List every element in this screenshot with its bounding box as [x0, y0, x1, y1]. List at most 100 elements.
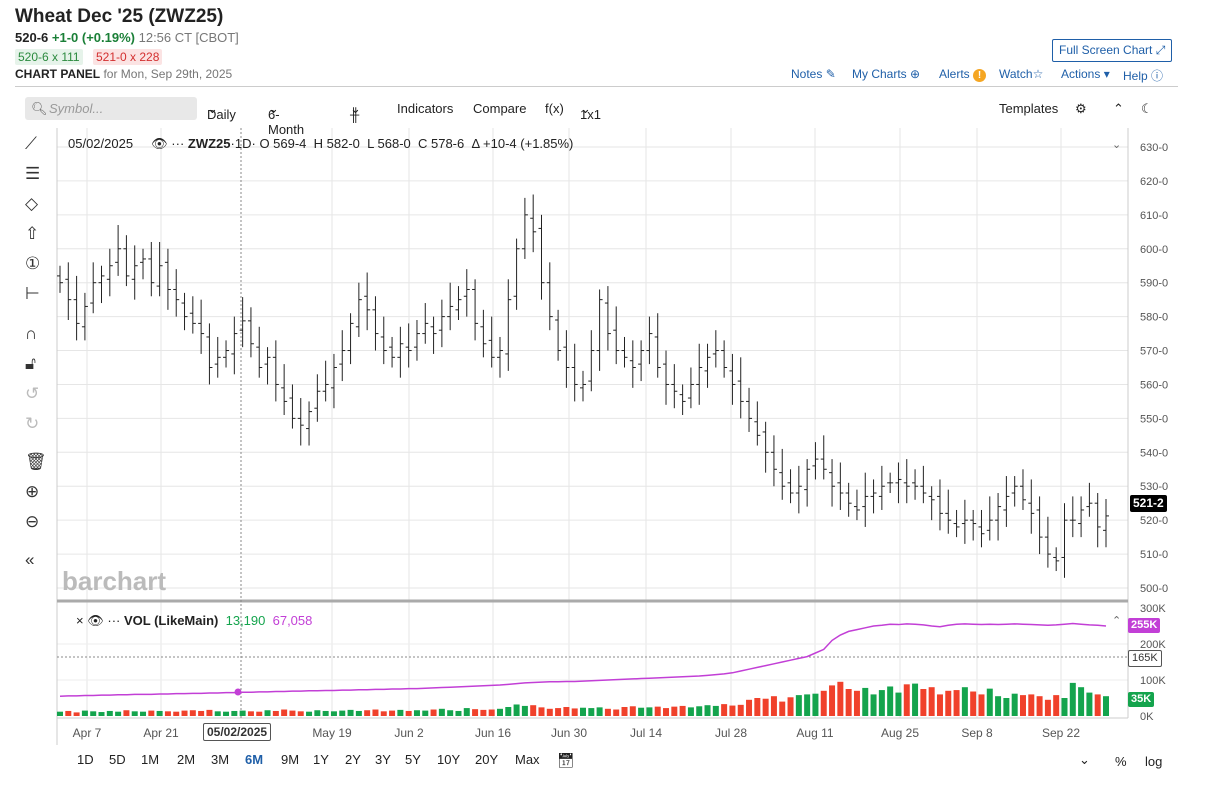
- close-icon[interactable]: ×: [76, 613, 84, 628]
- ohlc-bar: [1094, 493, 1101, 548]
- arrow-tool-icon[interactable]: ⇧: [25, 224, 40, 243]
- quote-time: 12:56 CT [CBOT]: [138, 30, 239, 45]
- compare-button[interactable]: Compare: [473, 101, 527, 116]
- indicators-button[interactable]: Indicators: [397, 101, 454, 116]
- ohlc-bar: [961, 499, 968, 544]
- price-tick-label: 560-0: [1140, 379, 1168, 391]
- watch-link[interactable]: Watch☆: [999, 67, 1043, 81]
- ohlc-bar: [995, 493, 1002, 541]
- volume-bar: [928, 687, 935, 716]
- percent-scale-toggle[interactable]: %: [1115, 754, 1127, 769]
- range-button-10y[interactable]: 10Y: [437, 752, 461, 767]
- eye-icon[interactable]: 👁︎: [87, 613, 104, 628]
- collapse-toolbar-icon[interactable]: «: [25, 550, 35, 569]
- volume-bar: [355, 710, 362, 716]
- trash-icon[interactable]: 🗑︎: [25, 452, 47, 471]
- layout-dropdown[interactable]: 1x1 ⌄: [580, 101, 601, 122]
- range-button-20y[interactable]: 20Y: [475, 752, 499, 767]
- range-button-5y[interactable]: 5Y: [405, 752, 421, 767]
- more-icon[interactable]: ···: [171, 136, 185, 151]
- more-icon[interactable]: ···: [107, 613, 121, 628]
- volume-bar: [405, 710, 412, 716]
- templates-button[interactable]: Templates: [999, 101, 1059, 116]
- redo-icon[interactable]: ↻: [25, 414, 40, 433]
- ohlc-bar: [687, 367, 694, 409]
- date-tick-label: Aug 25: [881, 726, 919, 740]
- ohlc-bar: [90, 262, 97, 314]
- range-button-6m[interactable]: 6M: [245, 752, 264, 767]
- ohlc-bar: [829, 459, 836, 507]
- alerts-link[interactable]: Alerts !: [939, 67, 987, 82]
- ohlc-bar: [430, 316, 437, 354]
- range-button-5d[interactable]: 5D: [109, 752, 126, 767]
- volume-bar: [389, 710, 396, 716]
- annotation-tool-icon[interactable]: ①: [25, 254, 41, 273]
- fibonacci-tool-icon[interactable]: ☰: [25, 164, 41, 183]
- volume-bar: [820, 690, 827, 716]
- full-screen-chart-button[interactable]: Full Screen Chart ⤢: [1052, 39, 1173, 62]
- help-link[interactable]: Help ⓘ: [1123, 67, 1163, 84]
- range-dropdown[interactable]: 6-Month ⌄: [268, 101, 305, 137]
- volume-bar: [65, 710, 72, 716]
- interval-dropdown[interactable]: Daily ⌄: [207, 101, 236, 122]
- zoom-out-icon[interactable]: ⊖: [25, 512, 40, 531]
- undo-icon[interactable]: ↺: [25, 384, 40, 403]
- volume-bar: [804, 694, 811, 716]
- volume-bar: [795, 695, 802, 716]
- calendar-icon[interactable]: 📅︎: [557, 752, 575, 768]
- volume-bar: [920, 689, 927, 716]
- ohlc-bar: [737, 357, 744, 419]
- range-button-9m[interactable]: 9M: [281, 752, 300, 767]
- eye-icon[interactable]: 👁︎: [151, 136, 168, 151]
- volume-bar: [646, 707, 653, 716]
- chart-type-dropdown[interactable]: ╫ ⌄: [350, 101, 361, 122]
- range-button-1y[interactable]: 1Y: [313, 752, 329, 767]
- log-scale-toggle[interactable]: log: [1145, 754, 1163, 769]
- watch-label: Watch: [999, 67, 1033, 81]
- measure-tool-icon[interactable]: ⊢: [25, 284, 40, 303]
- last-price: 520-6: [15, 30, 49, 45]
- ohlc-bar: [413, 320, 420, 361]
- ohlc-bar: [1036, 496, 1043, 555]
- volume-bar: [181, 710, 188, 716]
- collapse-chevrons-icon[interactable]: ⌃: [1113, 101, 1124, 116]
- my-charts-link[interactable]: My Charts ⊕: [852, 67, 920, 81]
- range-button-2m[interactable]: 2M: [177, 752, 196, 767]
- volume-bar: [1036, 696, 1043, 716]
- lock-icon[interactable]: 🔓︎: [25, 354, 37, 373]
- dark-mode-moon-icon[interactable]: ☾: [1141, 101, 1153, 116]
- price-tick-label: 630-0: [1140, 142, 1168, 154]
- ohlc-bar: [322, 360, 329, 402]
- ohlc-bar: [663, 350, 670, 405]
- notes-link[interactable]: Notes ✎: [791, 67, 836, 81]
- range-button-1m[interactable]: 1M: [141, 752, 160, 767]
- zoom-in-icon[interactable]: ⊕: [25, 482, 40, 501]
- trendline-tool-icon[interactable]: ⟋: [25, 134, 37, 153]
- volume-value: 13,190: [225, 613, 266, 628]
- volume-bar: [779, 701, 786, 716]
- volume-bar: [588, 708, 595, 716]
- expand-down-chevrons-icon[interactable]: ⌄: [1079, 752, 1090, 767]
- range-button-3y[interactable]: 3Y: [375, 752, 391, 767]
- magnet-icon[interactable]: ∩: [25, 324, 38, 343]
- price-tick-label: 580-0: [1140, 312, 1168, 324]
- range-button-3m[interactable]: 3M: [211, 752, 230, 767]
- range-button-1d[interactable]: 1D: [77, 752, 94, 767]
- volume-bar: [663, 708, 670, 716]
- volume-bar: [189, 710, 196, 716]
- symbol-search-input[interactable]: Symbol...: [25, 97, 197, 120]
- ohlc-bars-icon: ╫: [350, 107, 360, 122]
- shapes-tool-icon[interactable]: ◇: [25, 194, 39, 213]
- range-button-2y[interactable]: 2Y: [345, 752, 361, 767]
- settings-gear-icon[interactable]: ⚙: [1075, 101, 1087, 116]
- actions-menu[interactable]: Actions ▾: [1061, 67, 1110, 81]
- legend-expand-chevron-icon[interactable]: ⌄: [1112, 139, 1122, 151]
- range-button-max[interactable]: Max: [515, 752, 540, 767]
- ohlc-bar: [1044, 516, 1051, 568]
- ohlc-bar: [555, 309, 562, 361]
- volume-bar: [173, 711, 180, 716]
- volume-bar: [90, 711, 97, 716]
- function-button[interactable]: f(x): [545, 101, 564, 116]
- volume-collapse-chevron-icon[interactable]: ⌃: [1112, 615, 1122, 627]
